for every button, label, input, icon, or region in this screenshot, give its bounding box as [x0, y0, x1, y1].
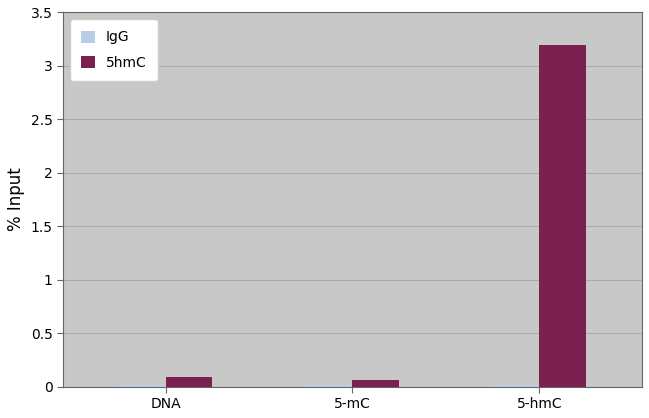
Bar — [539, 45, 586, 387]
Bar — [306, 385, 352, 387]
Y-axis label: % Input: % Input — [7, 168, 25, 232]
Bar — [352, 380, 399, 387]
Bar — [493, 385, 539, 387]
Legend: IgG, 5hmC: IgG, 5hmC — [70, 19, 158, 81]
Bar — [119, 385, 165, 387]
Bar — [165, 377, 212, 387]
